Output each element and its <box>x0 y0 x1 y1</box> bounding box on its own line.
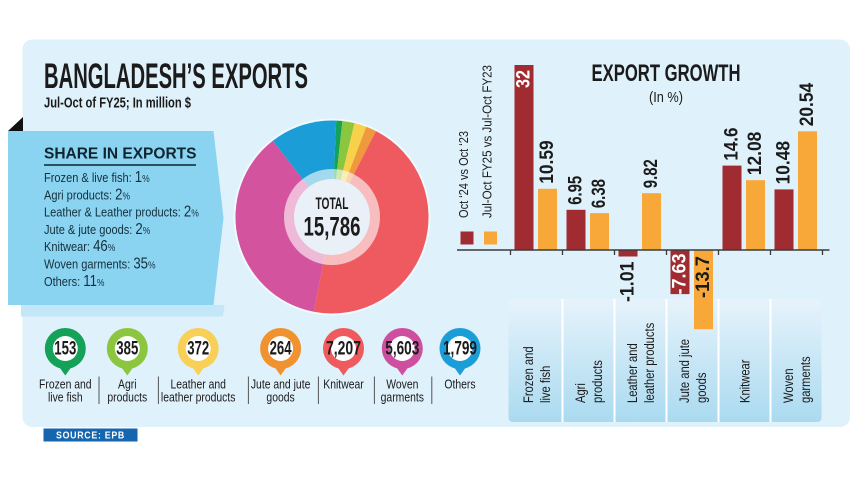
svg-text:Woven: Woven <box>386 377 418 391</box>
svg-text:goods: goods <box>266 390 294 404</box>
svg-text:264: 264 <box>270 338 292 360</box>
svg-text:15,786: 15,786 <box>304 212 361 242</box>
svg-text:Woven garments: 35%: Woven garments: 35% <box>44 256 156 273</box>
svg-text:6.38: 6.38 <box>588 179 610 208</box>
svg-text:Leather and: Leather and <box>625 343 640 403</box>
svg-text:385: 385 <box>116 338 138 360</box>
svg-text:Agri: Agri <box>573 383 588 403</box>
svg-text:Jute and jute: Jute and jute <box>251 377 311 391</box>
svg-text:Jul-Oct of FY25; In million $: Jul-Oct of FY25; In million $ <box>44 96 191 112</box>
svg-text:SHARE IN EXPORTS: SHARE IN EXPORTS <box>44 146 196 163</box>
svg-text:Agri: Agri <box>118 377 136 391</box>
svg-text:14.6: 14.6 <box>721 127 743 160</box>
svg-text:Woven: Woven <box>781 368 796 403</box>
svg-text:Jute & jute goods: 2%: Jute & jute goods: 2% <box>44 221 150 238</box>
svg-text:Frozen & live fish: 1%: Frozen & live fish: 1% <box>44 169 150 186</box>
svg-text:Oct ‘24 vs Oct ‘23: Oct ‘24 vs Oct ‘23 <box>457 131 471 218</box>
svg-text:10.59: 10.59 <box>536 140 558 184</box>
svg-text:SOURCE: EPB: SOURCE: EPB <box>56 431 125 442</box>
svg-text:Others: Others <box>444 377 475 391</box>
svg-text:Others: 11%: Others: 11% <box>44 273 104 290</box>
svg-text:leather products: leather products <box>642 323 657 403</box>
svg-text:Knitwear: Knitwear <box>323 377 364 391</box>
svg-text:372: 372 <box>187 338 209 360</box>
svg-text:Jul-Oct FY25 vs Jul-Oct FY23: Jul-Oct FY25 vs Jul-Oct FY23 <box>481 65 495 218</box>
svg-text:goods: goods <box>694 373 709 403</box>
svg-text:Frozen and: Frozen and <box>39 377 92 391</box>
svg-text:(In %): (In %) <box>649 90 683 106</box>
svg-text:9.82: 9.82 <box>640 159 662 188</box>
svg-text:5,603: 5,603 <box>385 338 419 360</box>
svg-text:EXPORT GROWTH: EXPORT GROWTH <box>592 60 741 87</box>
svg-text:Knitwear: Knitwear <box>737 359 752 403</box>
svg-text:Leather & Leather products: 2%: Leather & Leather products: 2% <box>44 204 199 221</box>
svg-text:12.08: 12.08 <box>744 132 766 176</box>
svg-text:7,207: 7,207 <box>326 338 361 360</box>
svg-text:TOTAL: TOTAL <box>316 195 349 213</box>
svg-text:BANGLADESH’S EXPORTS: BANGLADESH’S EXPORTS <box>44 56 308 96</box>
svg-text:Jute and jute: Jute and jute <box>677 339 692 403</box>
svg-text:Leather and: Leather and <box>170 377 225 391</box>
svg-text:Frozen and: Frozen and <box>521 346 536 403</box>
svg-text:20.54: 20.54 <box>796 83 818 127</box>
svg-text:garments: garments <box>798 356 813 403</box>
svg-text:live fish: live fish <box>48 390 83 404</box>
svg-text:1,799: 1,799 <box>443 338 477 360</box>
svg-text:garments: garments <box>381 390 424 404</box>
svg-text:leather products: leather products <box>161 390 236 404</box>
svg-text:-13.7: -13.7 <box>692 256 714 298</box>
svg-text:32: 32 <box>513 70 535 88</box>
svg-text:153: 153 <box>54 338 76 360</box>
svg-text:-7.63: -7.63 <box>669 253 691 294</box>
svg-text:products: products <box>590 360 605 403</box>
svg-text:6.95: 6.95 <box>565 176 587 205</box>
svg-text:products: products <box>107 390 147 404</box>
svg-text:live fish: live fish <box>538 366 553 403</box>
svg-text:Agri products: 2%: Agri products: 2% <box>44 186 130 203</box>
svg-text:-1.01: -1.01 <box>617 261 639 302</box>
svg-text:Knitwear: 46%: Knitwear: 46% <box>44 238 115 255</box>
svg-text:10.48: 10.48 <box>773 141 795 185</box>
